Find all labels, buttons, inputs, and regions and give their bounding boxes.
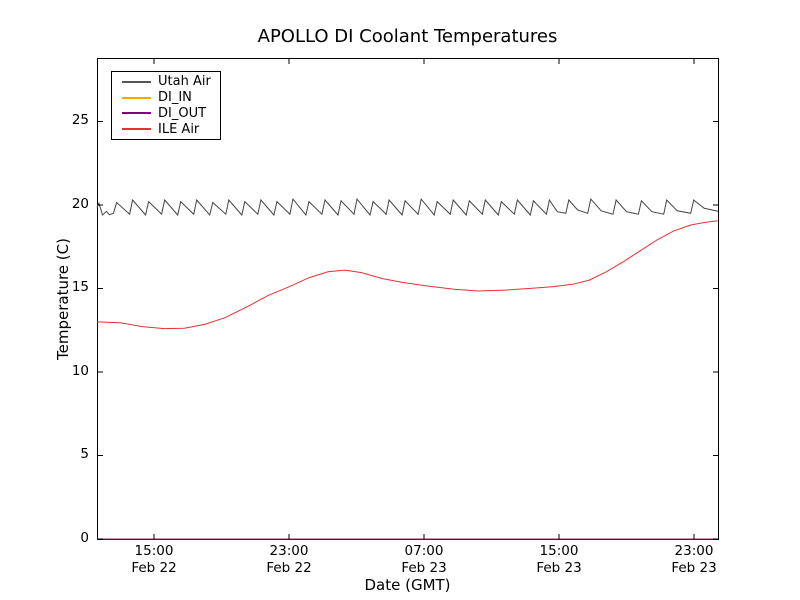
x-tick-label: 07:00 Feb 23 [401, 543, 447, 576]
series-line-utah-air [96, 197, 719, 217]
legend-label: Utah Air [158, 74, 211, 90]
x-tick-label: 15:00 Feb 23 [536, 543, 582, 576]
y-tick-label: 10 [71, 363, 89, 379]
series-line-ile-air [96, 220, 719, 330]
legend-line-swatch [122, 96, 151, 99]
x-tick-label: 23:00 Feb 22 [266, 543, 312, 576]
y-tick-label: 20 [71, 196, 89, 212]
y-tick-label: 5 [80, 446, 89, 462]
legend-item-ile-air: ILE Air [112, 122, 220, 137]
chart-title: APOLLO DI Coolant Temperatures [257, 26, 558, 47]
legend-label: DI_OUT [158, 105, 207, 121]
legend-line-swatch [122, 80, 151, 83]
legend-item-di-in: DI_IN [112, 90, 220, 105]
legend-item-di-out: DI_OUT [112, 106, 220, 121]
legend-line-swatch [122, 112, 151, 115]
x-axis-label: Date (GMT) [364, 576, 451, 594]
legend: Utah Air DI_IN DI_OUT ILE Air [111, 71, 221, 140]
y-tick-label: 15 [71, 279, 89, 295]
x-tick-label: 23:00 Feb 23 [671, 543, 717, 576]
legend-label: DI_IN [158, 90, 192, 106]
legend-item-utah-air: Utah Air [112, 74, 220, 89]
y-tick-label: 0 [80, 530, 89, 546]
y-tick-label: 25 [71, 112, 89, 128]
x-tick-label: 15:00 Feb 22 [131, 543, 177, 576]
legend-label: ILE Air [158, 121, 200, 137]
legend-line-swatch [122, 128, 151, 131]
